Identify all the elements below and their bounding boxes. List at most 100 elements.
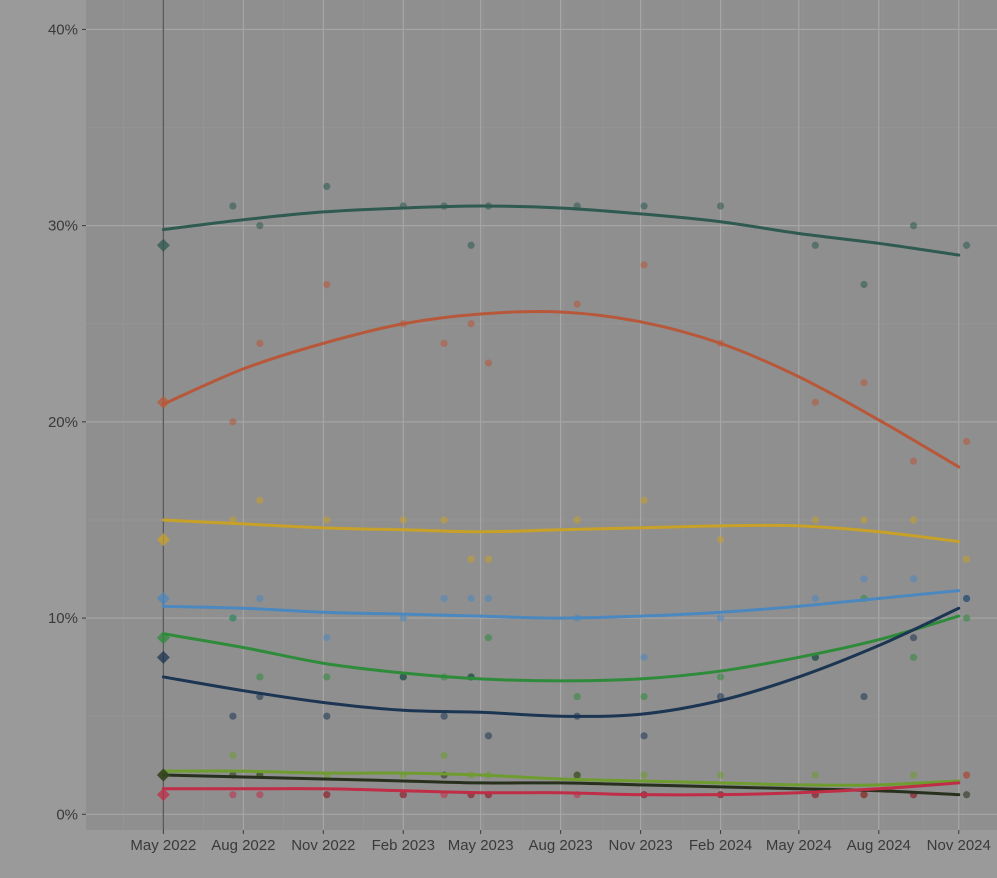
data-point (640, 261, 648, 269)
data-point (640, 732, 648, 740)
data-point (716, 771, 725, 779)
x-tick-label: May 2022 (130, 837, 196, 854)
data-point (909, 516, 918, 524)
x-tick-label: Nov 2022 (291, 837, 355, 854)
data-point (640, 771, 648, 779)
x-tick-label: Feb 2024 (689, 837, 752, 854)
data-point (909, 771, 918, 779)
series-line (161, 769, 961, 787)
data-point (860, 280, 868, 289)
data-point (962, 791, 971, 799)
x-tick-label: Nov 2023 (608, 837, 672, 854)
data-point (573, 771, 581, 779)
series-line (161, 589, 961, 620)
data-point (467, 594, 475, 603)
data-point (323, 712, 331, 720)
x-tick-label: Aug 2023 (529, 837, 593, 854)
plot-panel (86, 0, 997, 830)
data-point (229, 202, 237, 210)
series-line (161, 204, 961, 257)
data-point (484, 634, 493, 642)
data-point (229, 751, 237, 760)
data-point (909, 575, 918, 583)
start-markers (156, 238, 170, 802)
data-point (860, 791, 868, 799)
data-point (860, 516, 868, 524)
data-point (716, 614, 725, 622)
data-point (962, 614, 971, 622)
data-point (467, 555, 475, 563)
data-point (256, 496, 264, 504)
data-point (962, 771, 971, 779)
data-point (962, 241, 971, 249)
data-point (716, 673, 725, 681)
data-point (323, 791, 331, 799)
y-axis: 0% 10% 20% 30% 40% (48, 21, 86, 823)
data-point (399, 673, 407, 681)
data-point (640, 496, 648, 504)
data-point (909, 653, 918, 661)
start-marker (156, 650, 170, 664)
data-point (640, 202, 648, 210)
data-point (323, 634, 331, 642)
x-tick-label: May 2023 (448, 837, 514, 854)
data-point (909, 457, 918, 465)
data-point (860, 575, 868, 583)
y-tick-label: 40% (48, 21, 78, 38)
data-point (229, 712, 237, 720)
start-marker (156, 788, 170, 802)
data-point (399, 516, 407, 524)
data-point (860, 379, 868, 387)
data-point (440, 516, 448, 524)
data-point (860, 692, 868, 701)
x-tick-label: May 2024 (766, 837, 832, 854)
data-point (484, 732, 493, 740)
x-tick-label: Aug 2022 (211, 837, 275, 854)
data-point (716, 692, 725, 701)
data-point (573, 516, 581, 524)
series-line (161, 781, 961, 797)
start-marker (156, 768, 170, 782)
data-point (256, 594, 264, 603)
data-point (229, 614, 237, 622)
data-point (323, 280, 331, 289)
data-point (811, 398, 819, 406)
trend-lines (161, 204, 961, 797)
data-point (256, 222, 264, 230)
data-point (399, 791, 407, 799)
data-point (716, 202, 725, 210)
data-point (256, 339, 264, 347)
data-point (640, 692, 648, 701)
data-point (484, 594, 493, 603)
data-point (640, 653, 648, 661)
data-point (440, 339, 448, 347)
series-line (161, 606, 961, 718)
y-tick-label: 30% (48, 218, 78, 235)
start-marker (156, 533, 170, 547)
data-point (440, 751, 448, 760)
data-point (962, 437, 971, 446)
y-tick-label: 20% (48, 414, 78, 431)
data-point (467, 320, 475, 328)
y-tick-label: 10% (48, 610, 78, 627)
start-marker (156, 631, 170, 645)
series-line (161, 773, 961, 797)
data-point (256, 791, 264, 799)
data-point (962, 555, 971, 563)
start-marker (156, 238, 170, 252)
data-point (229, 516, 237, 524)
data-point (716, 535, 725, 544)
data-point (256, 673, 264, 681)
data-point (909, 634, 918, 642)
series-line (161, 309, 961, 469)
data-point (484, 359, 493, 367)
data-point (440, 594, 448, 603)
series-line (161, 614, 961, 683)
data-point (811, 516, 819, 524)
data-point (229, 791, 237, 799)
data-point (484, 555, 493, 563)
data-point (399, 614, 407, 622)
data-point (573, 692, 581, 701)
data-point (323, 182, 331, 191)
